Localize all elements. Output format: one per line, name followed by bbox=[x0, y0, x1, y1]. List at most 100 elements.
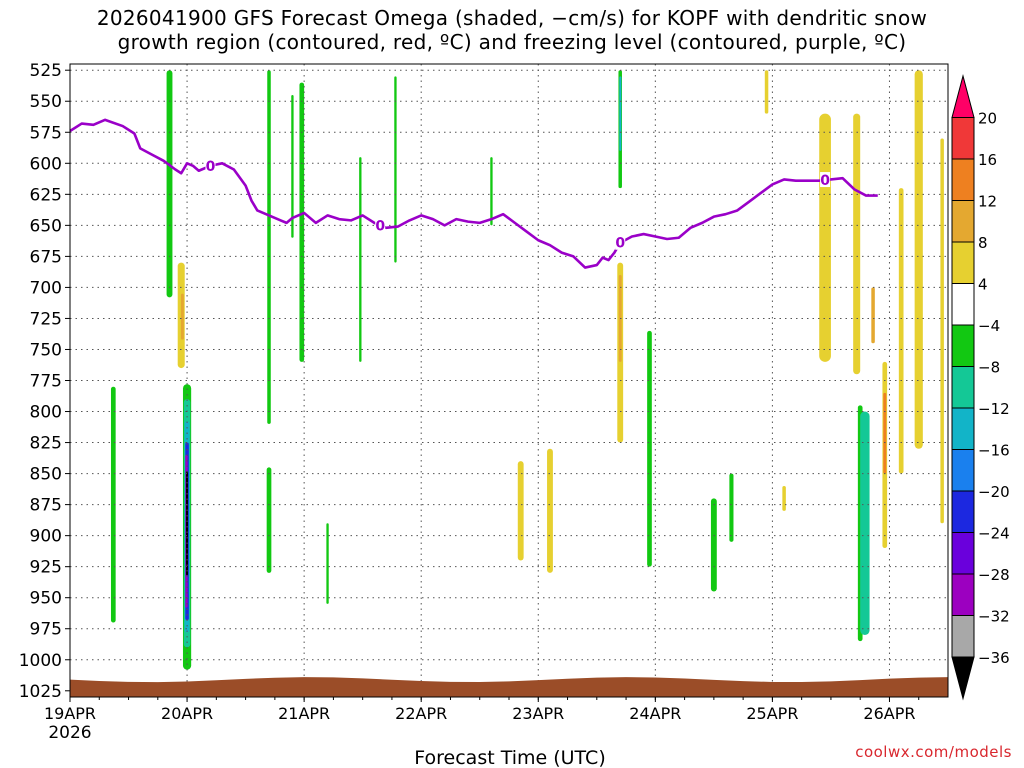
omega-shade-29 bbox=[883, 392, 887, 474]
omega-shade-14 bbox=[326, 523, 329, 604]
credit-text: coolwx.com/models bbox=[855, 743, 1012, 761]
ground-surface bbox=[70, 677, 948, 697]
chart-title: 2026041900 GFS Forecast Omega (shaded, −… bbox=[0, 6, 1024, 54]
y-tick-label: 825 bbox=[30, 434, 62, 454]
y-tick-label: 750 bbox=[30, 340, 62, 360]
y-tick-label: 525 bbox=[30, 61, 62, 81]
omega-shade-34 bbox=[547, 448, 553, 573]
freezing-label-bg-1 bbox=[375, 217, 386, 233]
x-tick-label: 23APR bbox=[512, 704, 564, 723]
colorbar-label: 4 bbox=[978, 276, 988, 294]
colorbar-label: 20 bbox=[978, 110, 997, 128]
colorbar-swatch-5 bbox=[951, 324, 975, 367]
omega-shade-15 bbox=[359, 157, 362, 362]
chart-title-line-2: growth region (contoured, red, ºC) and f… bbox=[117, 30, 907, 54]
omega-shade-24 bbox=[853, 113, 861, 375]
y-tick-label: 900 bbox=[30, 527, 62, 547]
colorbar-label: 16 bbox=[978, 151, 997, 169]
y-tick-label: 875 bbox=[30, 496, 62, 516]
colorbar-swatch-0 bbox=[951, 117, 975, 160]
y-tick-label: 975 bbox=[30, 620, 62, 640]
y-tick-label: 950 bbox=[30, 589, 62, 609]
omega-shade-21 bbox=[710, 498, 717, 592]
colorbar: 20 16 12 8 4 −4 −8 −12 −16 −20 −24 −28 −32 −36 bbox=[951, 74, 1010, 701]
colorbar-label: 8 bbox=[978, 234, 988, 252]
omega-shade-26 bbox=[860, 411, 870, 635]
omega-shade-36 bbox=[490, 157, 493, 226]
freezing-label-bg-3 bbox=[820, 172, 831, 188]
colorbar-label: −20 bbox=[978, 483, 1010, 501]
colorbar-label: −24 bbox=[978, 525, 1010, 543]
omega-shade-22 bbox=[729, 473, 734, 542]
colorbar-swatch-11 bbox=[951, 573, 975, 616]
ground-layer bbox=[70, 677, 948, 697]
freezing-label-bg-0 bbox=[205, 157, 216, 173]
y-tick-label: 675 bbox=[30, 247, 62, 267]
x-tick-label: 24APR bbox=[629, 704, 681, 723]
colorbar-label: −4 bbox=[978, 317, 1000, 335]
freezing-level-label: 0 bbox=[375, 218, 385, 234]
x-axis-label: Forecast Time (UTC) bbox=[414, 747, 605, 768]
y-tick-label: 850 bbox=[30, 465, 62, 485]
x-tick-label: 20APR bbox=[161, 704, 213, 723]
colorbar-swatch-7 bbox=[951, 407, 975, 450]
y-tick-label: 1000 bbox=[19, 651, 62, 671]
freezing-level-label: 0 bbox=[615, 236, 625, 252]
chart-title-line-1: 2026041900 GFS Forecast Omega (shaded, −… bbox=[96, 6, 928, 30]
freezing-level-line bbox=[69, 118, 878, 269]
omega-shade-17 bbox=[619, 76, 622, 151]
colorbar-swatch-2 bbox=[951, 200, 975, 243]
omega-shade-30 bbox=[898, 188, 904, 474]
y-tick-label: 725 bbox=[30, 309, 62, 329]
freezing-label-bg-2 bbox=[615, 234, 626, 250]
colorbar-label: −28 bbox=[978, 566, 1010, 584]
colorbar-swatch-10 bbox=[951, 532, 975, 575]
grid-layer bbox=[69, 64, 948, 697]
plot-frame bbox=[69, 63, 949, 698]
y-tick-label: 800 bbox=[30, 403, 62, 423]
y-tick-label: 650 bbox=[30, 216, 62, 236]
x-tick-label: 25APR bbox=[746, 704, 798, 723]
colorbar-swatch-1 bbox=[951, 158, 975, 201]
colorbar-top-arrow bbox=[951, 74, 975, 118]
x-axis-year-label: 2026 bbox=[48, 723, 91, 743]
colorbar-label: −12 bbox=[978, 400, 1010, 418]
omega-shading-layer bbox=[110, 70, 944, 670]
omega-shade-10 bbox=[267, 70, 271, 424]
freezing-level-label: 0 bbox=[820, 173, 830, 189]
x-tick-label: 21APR bbox=[278, 704, 330, 723]
omega-shade-37 bbox=[782, 486, 786, 511]
omega-shade-8 bbox=[166, 70, 173, 298]
freezing-level-layer: 0 0 0 0 bbox=[69, 118, 878, 269]
y-tick-label: 575 bbox=[30, 123, 62, 143]
omega-shade-7 bbox=[180, 293, 184, 340]
y-axis: 525 550 575 600 625 650 675 700 725 750 775 800 825 8… bbox=[19, 61, 70, 702]
colorbar-swatch-6 bbox=[951, 366, 975, 409]
y-tick-label: 925 bbox=[30, 558, 62, 578]
omega-shade-13 bbox=[266, 467, 272, 573]
omega-shade-9 bbox=[110, 386, 116, 623]
y-tick-label: 550 bbox=[30, 92, 62, 112]
omega-shade-11 bbox=[299, 82, 305, 362]
omega-shade-23 bbox=[819, 113, 831, 362]
colorbar-swatch-9 bbox=[951, 490, 975, 533]
colorbar-swatch-12 bbox=[951, 615, 975, 658]
freezing-level-label: 0 bbox=[206, 159, 216, 175]
colorbar-bottom-arrow bbox=[951, 656, 975, 701]
omega-shade-33 bbox=[517, 461, 524, 561]
omega-shade-32 bbox=[940, 138, 944, 524]
omega-shade-35 bbox=[394, 76, 397, 263]
colorbar-swatch-8 bbox=[951, 449, 975, 492]
x-axis: 19APR 20APR 21APR 22APR 23APR 24APR 25APR 26APR bbox=[44, 697, 920, 723]
omega-shade-38 bbox=[764, 70, 769, 114]
x-tick-label: 26APR bbox=[863, 704, 915, 723]
colorbar-label: 12 bbox=[978, 193, 997, 211]
y-tick-label: 775 bbox=[30, 372, 62, 392]
colorbar-label: −8 bbox=[978, 359, 1000, 377]
y-tick-label: 625 bbox=[30, 185, 62, 205]
omega-shade-20 bbox=[647, 330, 652, 567]
y-tick-label: 700 bbox=[30, 278, 62, 298]
colorbar-swatch-3 bbox=[951, 241, 975, 284]
omega-shade-27 bbox=[871, 287, 875, 344]
